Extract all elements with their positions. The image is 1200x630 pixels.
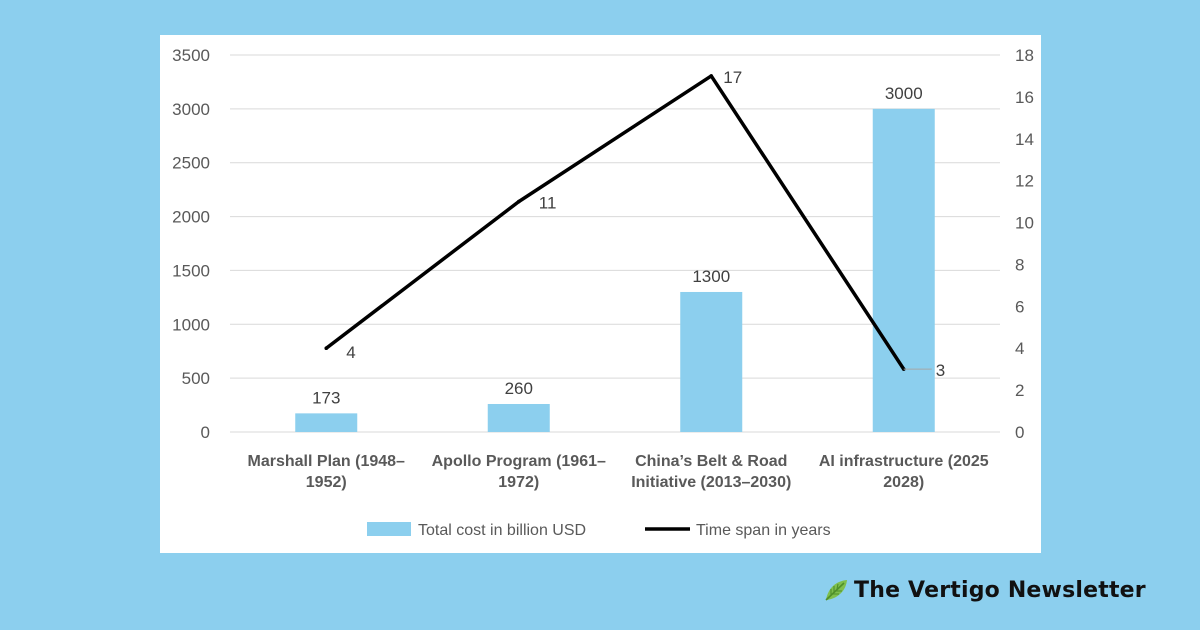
leaf-icon <box>825 580 847 601</box>
brand: The Vertigo Newsletter <box>822 574 1146 606</box>
y-right-tick-label: 14 <box>1015 130 1034 149</box>
line-value-label: 17 <box>723 68 742 87</box>
y-left-tick-label: 0 <box>201 423 210 442</box>
legend-swatch-bar <box>367 522 411 536</box>
line-value-label: 3 <box>936 361 945 380</box>
line-point <box>709 74 714 78</box>
chart-card: 0 500 1000 1500 2000 2500 3000 3500 0 2 4 6 8 10 12 14 1… <box>160 35 1041 553</box>
y-left-tick-label: 1500 <box>172 261 210 280</box>
y-left-tick-label: 500 <box>182 369 210 388</box>
bar-value-label: 1300 <box>692 267 730 286</box>
line-value-label: 11 <box>539 194 557 213</box>
x-category-label: 1952) <box>306 474 347 491</box>
line-series-time-span <box>325 74 906 371</box>
y-right-tick-label: 0 <box>1015 423 1024 442</box>
y-right-tick-label: 2 <box>1015 381 1024 400</box>
line-point <box>324 346 329 351</box>
y-right-tick-label: 10 <box>1015 214 1034 233</box>
x-category-label: China’s Belt & Road <box>635 453 787 470</box>
x-category-label: Apollo Program (1961– <box>432 453 606 470</box>
y-right-tick-label: 8 <box>1015 255 1024 274</box>
x-category-label: AI infrastructure (2025 <box>819 453 989 470</box>
line-point <box>516 199 521 204</box>
y-right-tick-label: 12 <box>1015 172 1034 191</box>
y-left-tick-label: 2000 <box>172 208 210 227</box>
y-right-tick-label: 6 <box>1015 297 1024 316</box>
y-right-tick-label: 18 <box>1015 46 1034 65</box>
legend-label-line: Time span in years <box>696 522 831 539</box>
brand-name: The Vertigo Newsletter <box>854 577 1146 603</box>
bar-value-label: 260 <box>505 379 533 398</box>
y-right-tick-label: 16 <box>1015 88 1034 107</box>
bar <box>295 413 358 432</box>
x-category-label: 1972) <box>498 474 539 491</box>
y-right-tick-label: 4 <box>1015 339 1024 358</box>
bar-value-label: 3000 <box>885 84 923 103</box>
legend-label-bar: Total cost in billion USD <box>418 522 586 539</box>
bar <box>872 108 935 432</box>
bar-value-label: 173 <box>312 388 340 407</box>
x-category-label: Marshall Plan (1948– <box>248 453 406 470</box>
y-left-tick-label: 3000 <box>172 100 210 119</box>
x-category-label: Initiative (2013–2030) <box>631 474 791 491</box>
line-value-label: 4 <box>346 343 355 362</box>
bar <box>680 291 743 432</box>
combo-chart: 0 500 1000 1500 2000 2500 3000 3500 0 2 4 6 8 10 12 14 1… <box>172 46 1034 539</box>
y-left-tick-label: 1000 <box>172 315 210 334</box>
y-left-tick-label: 2500 <box>172 154 210 173</box>
x-category-label: 2028) <box>883 474 924 491</box>
bar <box>487 403 550 432</box>
y-left-tick-label: 3500 <box>172 46 210 65</box>
